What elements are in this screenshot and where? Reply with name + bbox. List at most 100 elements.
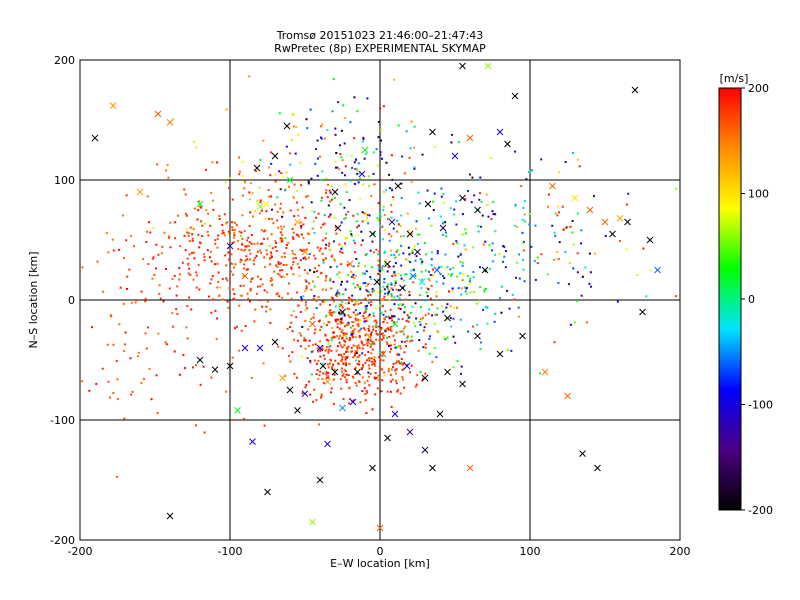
data-point-dot: [212, 298, 215, 301]
data-point-dot: [354, 300, 357, 303]
data-point-dot: [189, 273, 192, 276]
data-point-dot: [382, 209, 385, 212]
data-point-dot: [395, 288, 398, 291]
data-point-dot: [330, 359, 333, 362]
data-point-dot: [264, 217, 267, 220]
data-point-cross: [594, 464, 601, 472]
data-point-dot: [327, 345, 330, 348]
data-point-dot: [372, 312, 375, 315]
data-point-dot: [281, 296, 284, 299]
data-point-dot: [295, 126, 298, 129]
data-point-dot: [480, 341, 483, 344]
data-point-dot: [118, 323, 121, 326]
data-point-dot: [340, 313, 343, 316]
data-point-dot: [392, 265, 395, 268]
data-point-dot: [387, 328, 390, 331]
data-point-dot: [332, 331, 335, 334]
data-point-dot: [413, 167, 416, 170]
data-point-dot: [145, 347, 148, 350]
data-point-dot: [334, 318, 337, 321]
data-point-dot: [446, 336, 449, 339]
data-point-dot: [325, 288, 328, 291]
data-point-dot: [375, 324, 378, 327]
data-point-dot: [448, 290, 451, 293]
data-point-dot: [341, 306, 344, 309]
data-point-dot: [546, 205, 549, 208]
data-point-dot: [312, 297, 315, 300]
data-point-dot: [338, 243, 341, 246]
data-point-cross: [444, 314, 451, 322]
data-point-dot: [270, 253, 273, 256]
data-point-dot: [321, 170, 324, 173]
data-point-dot: [460, 287, 463, 290]
data-point-dot: [469, 291, 472, 294]
data-point-dot: [451, 272, 454, 275]
data-point-cross: [418, 278, 426, 286]
data-point-dot: [409, 340, 412, 343]
data-point-dot: [366, 379, 369, 382]
data-point-dot: [390, 329, 393, 332]
data-point-dot: [234, 228, 237, 231]
data-point-dot: [484, 240, 487, 243]
colorbar-tick-label: -200: [748, 504, 773, 517]
data-point-cross: [474, 332, 481, 340]
data-point-dot: [397, 344, 400, 347]
data-point-dot: [340, 280, 343, 283]
data-point-dot: [331, 254, 334, 257]
data-point-dot: [425, 269, 428, 272]
data-point-dot: [350, 331, 353, 334]
data-point-dot: [354, 381, 357, 384]
data-point-cross: [271, 338, 279, 346]
data-point-dot: [323, 137, 326, 140]
data-point-cross: [361, 146, 369, 154]
data-point-dot: [338, 299, 341, 302]
data-point-dot: [356, 345, 359, 348]
data-point-dot: [176, 313, 179, 316]
data-point-dot: [151, 277, 154, 280]
data-point-dot: [412, 248, 415, 251]
data-point-dot: [473, 194, 476, 197]
data-point-dot: [478, 198, 481, 201]
data-point-dot: [248, 191, 251, 194]
data-point-dot: [363, 381, 366, 384]
data-point-dot: [406, 335, 409, 338]
data-point-dot: [578, 165, 581, 168]
data-point-cross: [331, 188, 339, 196]
data-point-dot: [361, 342, 364, 345]
data-point-dot: [365, 285, 368, 288]
data-point-dot: [334, 160, 337, 163]
data-point-dot: [334, 226, 337, 229]
data-point-dot: [304, 309, 307, 312]
data-point-dot: [372, 325, 375, 328]
data-point-cross: [616, 215, 624, 222]
data-point-dot: [379, 304, 382, 307]
data-point-dot: [580, 229, 583, 232]
data-point-dot: [307, 256, 310, 259]
data-point-dot: [265, 310, 268, 313]
data-point-dot: [492, 200, 495, 203]
data-point-dot: [576, 212, 579, 215]
data-point-dot: [523, 213, 526, 216]
data-point-dot: [463, 244, 466, 247]
data-point-dot: [270, 151, 273, 154]
data-point-dot: [553, 341, 556, 344]
data-point-dot: [256, 199, 259, 202]
data-point-dot: [198, 246, 201, 249]
data-point-dot: [359, 177, 362, 180]
data-point-dot: [382, 205, 385, 208]
data-point-dot: [343, 344, 346, 347]
data-point-dot: [355, 372, 358, 375]
data-point-dot: [279, 188, 282, 191]
data-point-dot: [330, 387, 333, 390]
data-point-dot: [380, 332, 383, 335]
data-point-dot: [293, 183, 296, 186]
data-point-dot: [384, 330, 387, 333]
data-point-dot: [401, 363, 404, 366]
data-point-cross: [399, 284, 406, 292]
data-point-dot: [361, 390, 364, 393]
data-point-dot: [286, 327, 289, 330]
data-point-cross: [369, 230, 376, 238]
data-point-dot: [265, 210, 268, 213]
data-point-dot: [304, 216, 307, 219]
data-point-dot: [403, 386, 406, 389]
